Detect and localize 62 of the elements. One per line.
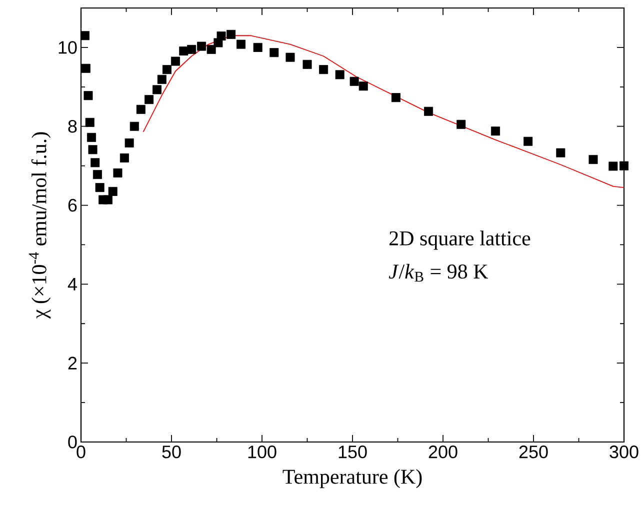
point (120, 153, 129, 162)
point (350, 76, 359, 86)
point (358, 82, 368, 91)
point (456, 120, 466, 129)
point (236, 40, 246, 49)
annotation: 2D square lattice (390, 230, 530, 250)
point (490, 126, 500, 136)
y-tick-label: 2 (68, 356, 77, 370)
point (588, 155, 598, 164)
point (88, 145, 98, 154)
y-tick-label: 8 (68, 120, 77, 133)
annotation: J/k$_{B}$ = 98 K (388, 264, 488, 282)
point (85, 118, 94, 127)
point (391, 93, 400, 102)
point (302, 60, 312, 69)
point (424, 106, 434, 116)
point (187, 44, 196, 54)
x-tick-label: 0 (76, 446, 86, 458)
point (170, 56, 180, 66)
point (270, 48, 279, 58)
point (130, 122, 139, 131)
x-tick-label: 100 (248, 446, 276, 458)
point (81, 64, 90, 73)
point (335, 70, 344, 80)
point (620, 161, 629, 170)
point (179, 46, 188, 56)
point (608, 162, 618, 171)
x-tick-label: 200 (428, 446, 458, 458)
y-tick-label: 4 (68, 278, 77, 290)
point (84, 91, 93, 100)
x-axis-title: Temperature (K) (282, 469, 422, 488)
point (524, 136, 533, 146)
point (253, 42, 262, 52)
point (216, 32, 226, 41)
point (144, 95, 154, 104)
point (157, 74, 166, 84)
x-tick-label: 250 (519, 446, 548, 458)
point (108, 186, 118, 196)
point (87, 132, 96, 142)
point (152, 85, 162, 94)
point (95, 183, 104, 192)
point (124, 138, 134, 148)
point (319, 65, 328, 74)
point (80, 31, 90, 40)
y-tick-label: 10 (58, 41, 77, 54)
point (113, 168, 122, 178)
point (162, 65, 172, 74)
point (92, 170, 102, 179)
point (226, 30, 236, 39)
point (286, 52, 295, 62)
point (136, 104, 146, 114)
x-tick-label: 150 (338, 446, 367, 458)
y-tick-label: 6 (68, 198, 77, 212)
y-tick-label: 0 (68, 436, 77, 448)
point (90, 158, 100, 168)
x-tick-label: 50 (162, 446, 181, 458)
y-axis-title: χ (×10$^{-4}$ emu/mol f.u.) (28, 132, 51, 319)
point (206, 44, 216, 54)
point (103, 195, 112, 204)
point (197, 42, 206, 51)
x-tick-label: 300 (610, 446, 638, 458)
point (556, 148, 566, 158)
